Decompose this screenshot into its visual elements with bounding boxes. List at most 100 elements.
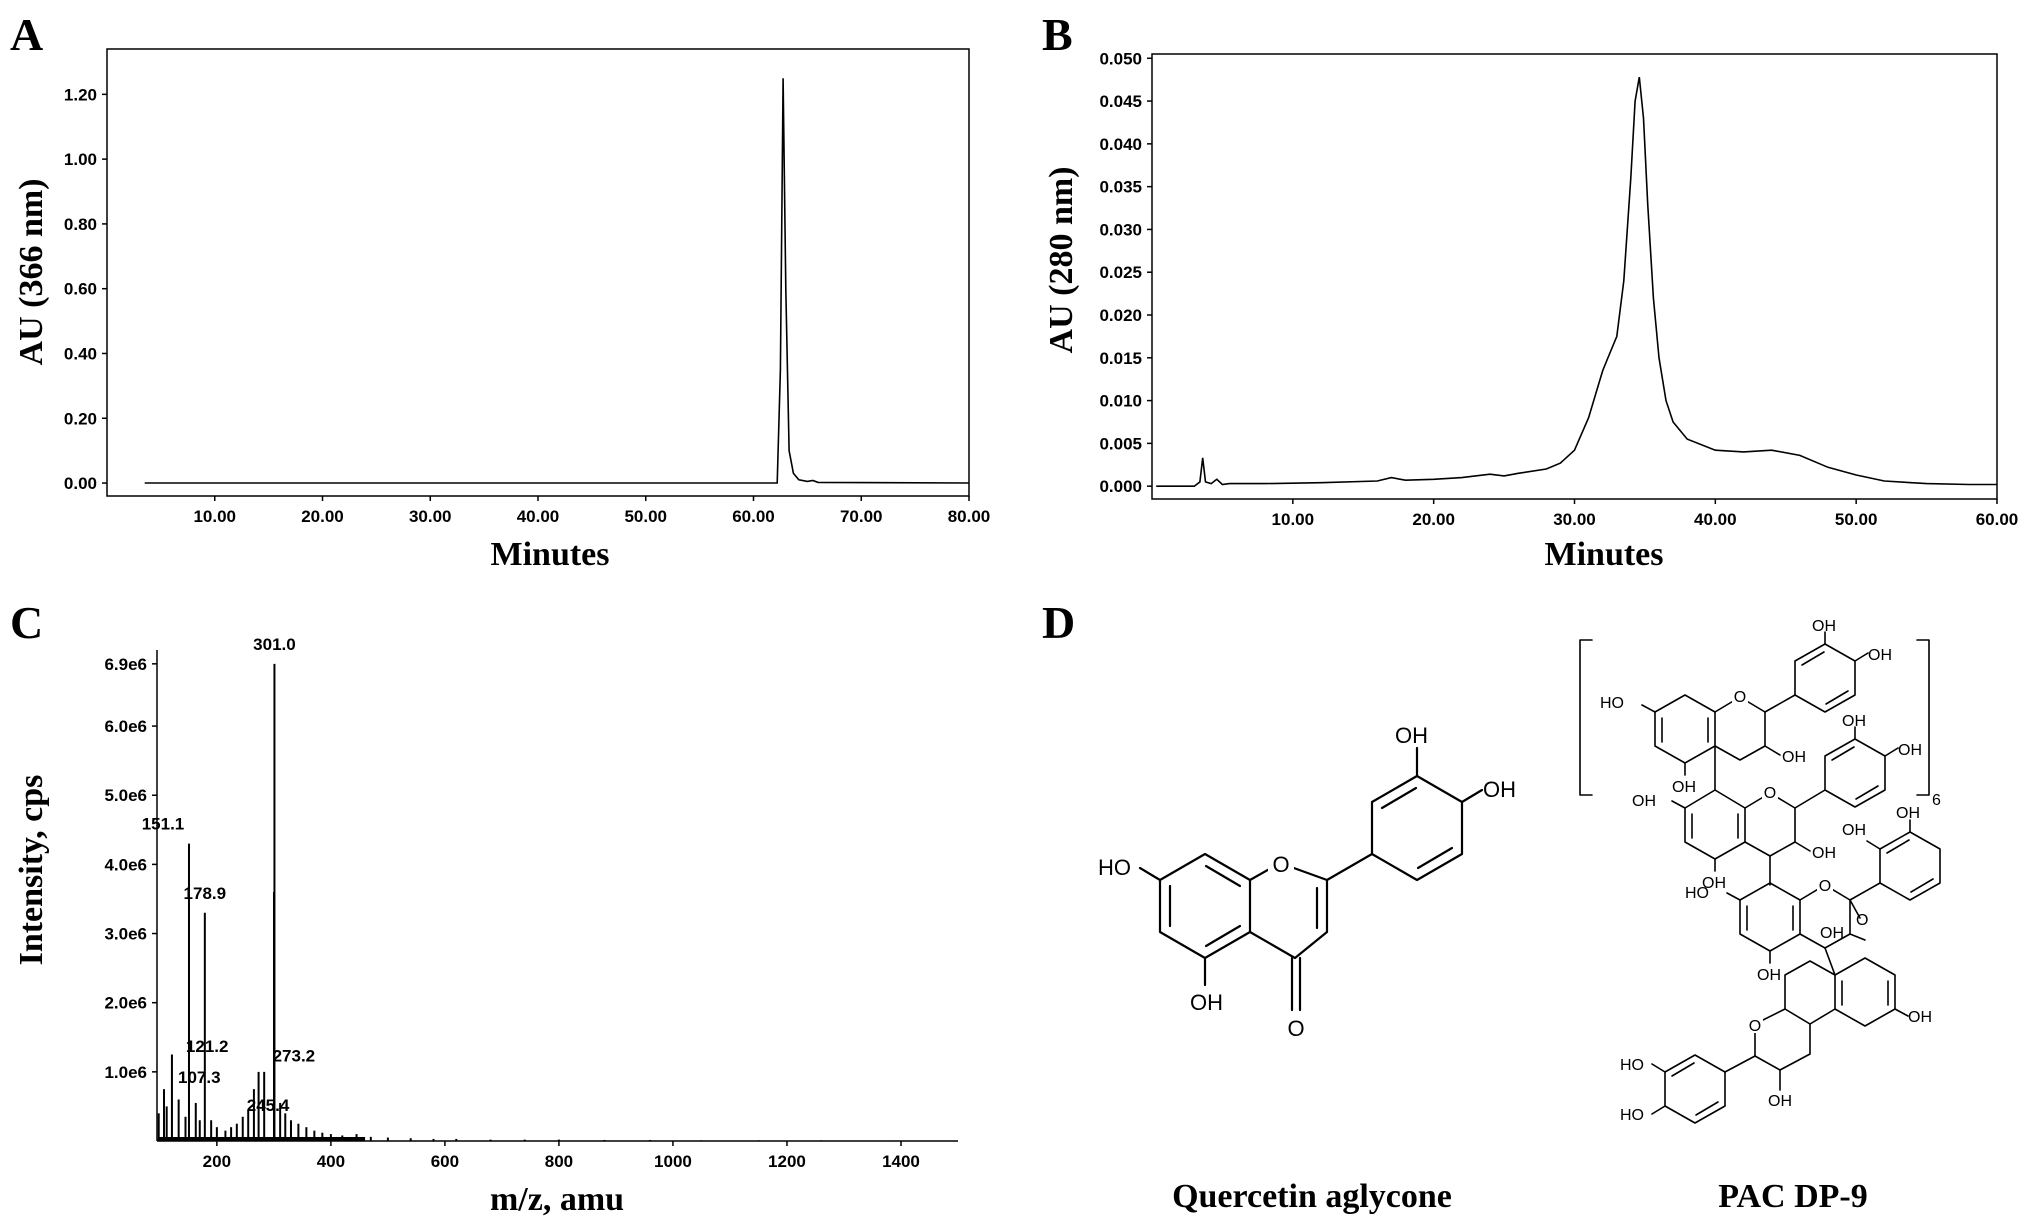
repeat-bracket-right	[1916, 639, 1930, 796]
chart-b-x-tick-label: 20.00	[1412, 510, 1455, 529]
svg-text:HO: HO	[1600, 695, 1624, 712]
chart-b-y-tick-label: 0.040	[1099, 135, 1142, 154]
panel-letter-d: D	[1042, 597, 1075, 648]
chart-b-y-tick-label: 0.015	[1099, 349, 1142, 368]
chart-b-x-tick-label: 60.00	[1976, 510, 2019, 529]
svg-text:OH: OH	[1782, 749, 1806, 766]
peak-label: 178.9	[184, 884, 227, 903]
quercetin-structure: O O OH OH HO OH Quercetin aglycone	[1098, 723, 1516, 1215]
svg-text:O: O	[1856, 912, 1868, 929]
chart-a-y-tick-label: 0.20	[64, 409, 97, 428]
repeat-subscript: 6	[1932, 792, 1941, 809]
chart-b-y-tick-label: 0.005	[1099, 434, 1142, 453]
chart-a-trace	[144, 78, 970, 484]
chart-c-x-tick-label: 200	[203, 1152, 231, 1171]
quercetin-oh-3prime: OH	[1395, 723, 1428, 748]
svg-text:OH: OH	[1812, 618, 1836, 635]
chart-a-x-tick-label: 70.00	[840, 507, 883, 526]
svg-text:OH: OH	[1898, 742, 1922, 759]
svg-text:OH: OH	[1908, 1009, 1932, 1026]
chart-c-y-tick-label: 4.0e6	[104, 855, 147, 874]
chart-a: Minutes AU (366 nm) 10.00 20.00 30.00 40.00…	[13, 48, 991, 573]
quercetin-oh-4prime: OH	[1483, 777, 1516, 802]
svg-text:OH: OH	[1842, 822, 1866, 839]
chart-a-y-tick-label: 1.00	[64, 150, 97, 169]
repeat-bracket-left	[1579, 639, 1593, 796]
chart-c-x-tick-label: 600	[431, 1152, 459, 1171]
quercetin-a-ring	[1158, 852, 1252, 960]
peak-label: 273.2	[273, 1046, 316, 1065]
chart-b-frame	[1151, 53, 1998, 500]
peak-label: 301.0	[253, 635, 296, 654]
quercetin-ring-oxygen: O	[1272, 852, 1289, 877]
chart-c-x-tick-label: 1400	[882, 1152, 920, 1171]
svg-text:OH: OH	[1672, 779, 1696, 796]
chart-a-x-tick-label: 10.00	[193, 507, 236, 526]
svg-text:O: O	[1749, 1018, 1761, 1035]
chart-c-x-tick-label: 400	[317, 1152, 345, 1171]
chart-a-y-tick-label: 0.40	[64, 344, 97, 363]
chart-b-x-tick-label: 30.00	[1553, 510, 1596, 529]
chart-c-x-tick-label: 1000	[654, 1152, 692, 1171]
svg-text:HO: HO	[1685, 885, 1709, 902]
peak-label: 151.1	[142, 815, 185, 834]
quercetin-c-ring	[1248, 861, 1329, 960]
quercetin-b-ring	[1370, 774, 1464, 882]
svg-text:OH: OH	[1842, 713, 1866, 730]
svg-text:OH: OH	[1868, 647, 1892, 664]
chart-b-x-tick-label: 40.00	[1694, 510, 1737, 529]
chart-a-xlabel: Minutes	[491, 536, 610, 573]
peak-label: 121.2	[186, 1037, 229, 1056]
chart-c-y-tick-label: 6.0e6	[104, 717, 147, 736]
chart-c-x-tick-label: 1200	[768, 1152, 806, 1171]
chart-b: Minutes AU (280 nm) 10.00 20.00 30.00 40.00…	[1043, 49, 2018, 573]
svg-text:HO: HO	[1620, 1107, 1644, 1124]
pac-name: PAC DP-9	[1718, 1178, 1868, 1215]
chart-c-ylabel: Intensity, cps	[13, 775, 50, 966]
chart-a-ylabel: AU (366 nm)	[13, 179, 50, 366]
chart-b-ylabel: AU (280 nm)	[1043, 167, 1080, 354]
chart-b-y-tick-label: 0.025	[1099, 263, 1142, 282]
quercetin-name: Quercetin aglycone	[1172, 1178, 1452, 1215]
chart-b-y-tick-label: 0.050	[1099, 49, 1142, 68]
panel-letter-b: B	[1042, 9, 1073, 60]
chart-c-y-tick-label: 1.0e6	[104, 1063, 147, 1082]
svg-text:OH: OH	[1757, 967, 1781, 984]
panel-letter-a: A	[10, 9, 43, 60]
chart-c-xlabel: m/z, amu	[490, 1181, 624, 1218]
chart-b-y-tick-label: 0.020	[1099, 306, 1142, 325]
svg-text:OH: OH	[1820, 925, 1844, 942]
chart-a-x-tick-label: 80.00	[948, 507, 991, 526]
chart-a-x-tick-label: 40.00	[517, 507, 560, 526]
chart-b-y-tick-label: 0.000	[1099, 477, 1142, 496]
svg-text:OH: OH	[1702, 875, 1726, 892]
chart-a-y-tick-label: 0.60	[64, 280, 97, 299]
svg-text:O: O	[1734, 689, 1746, 706]
chart-c-y-tick-label: 6.9e6	[104, 655, 147, 674]
peak-label: 245.4	[247, 1096, 290, 1115]
chart-b-y-tick-label: 0.045	[1099, 92, 1142, 111]
svg-text:OH: OH	[1812, 845, 1836, 862]
chart-b-y-tick-label: 0.030	[1099, 220, 1142, 239]
chart-a-y-tick-label: 0.00	[64, 474, 97, 493]
chart-c-y-tick-label: 5.0e6	[104, 786, 147, 805]
svg-text:HO: HO	[1620, 1057, 1644, 1074]
chart-a-x-tick-label: 30.00	[409, 507, 452, 526]
chart-c: m/z, amu Intensity, cps 200 400 600 800 1000…	[13, 635, 958, 1218]
chart-b-y-tick-label: 0.035	[1099, 178, 1142, 197]
chart-a-x-tick-label: 60.00	[732, 507, 775, 526]
svg-text:O: O	[1764, 785, 1776, 802]
chart-a-y-tick-label: 0.80	[64, 215, 97, 234]
chart-c-y-tick-label: 3.0e6	[104, 925, 147, 944]
svg-text:OH: OH	[1768, 1093, 1792, 1110]
chart-b-x-tick-label: 50.00	[1835, 510, 1878, 529]
peak-label: 107.3	[178, 1068, 221, 1087]
chart-c-y-tick-label: 2.0e6	[104, 994, 147, 1013]
chart-a-frame	[106, 48, 970, 497]
panel-letter-c: C	[10, 597, 43, 648]
chart-b-trace	[1156, 76, 1997, 487]
quercetin-oh-5: OH	[1190, 990, 1223, 1015]
quercetin-carbonyl-oxygen: O	[1287, 1016, 1304, 1041]
chart-b-x-tick-label: 10.00	[1272, 510, 1315, 529]
